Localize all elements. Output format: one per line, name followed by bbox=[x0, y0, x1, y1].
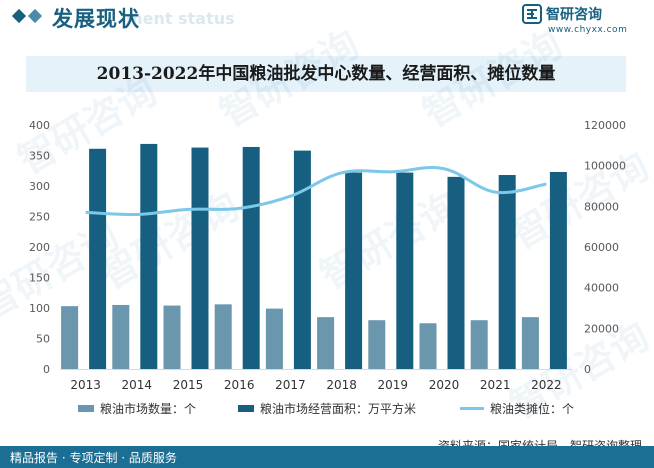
bar-area-2016 bbox=[242, 146, 260, 369]
y-left-tick-label: 150 bbox=[29, 272, 50, 285]
chart-title: 2013-2022年中国粮油批发中心数量、经营面积、摊位数量 bbox=[96, 64, 556, 84]
legend-label: 粮油市场经营面积：万平方米 bbox=[260, 401, 416, 416]
x-tick-label: 2022 bbox=[531, 378, 562, 392]
page-title: 发展现状 bbox=[52, 7, 140, 31]
x-tick-label: 2017 bbox=[275, 378, 306, 392]
legend-swatch bbox=[78, 405, 94, 412]
legend-label: 粮油类摊位：个 bbox=[490, 401, 574, 416]
watermark-text: 智研咨询 bbox=[213, 22, 367, 136]
brand-url: www.chyxx.com bbox=[548, 25, 628, 35]
bar-count-2016 bbox=[214, 304, 232, 369]
brand: 智研咨询 www.chyxx.com bbox=[522, 3, 642, 37]
page-subtitle: ment status bbox=[126, 9, 235, 28]
bar-area-2020 bbox=[447, 176, 465, 369]
bar-count-2014 bbox=[112, 304, 130, 369]
y-right-tick-label: 60000 bbox=[584, 241, 619, 254]
bar-count-2018 bbox=[317, 317, 335, 369]
bar-count-2019 bbox=[368, 320, 386, 369]
watermark-text: 智研咨询 bbox=[503, 144, 654, 258]
y-left-tick-label: 400 bbox=[29, 119, 50, 132]
page-header: ment status 发展现状 智研咨询 www.chyxx.com bbox=[0, 0, 654, 36]
bar-area-2013 bbox=[89, 148, 107, 369]
bar-count-2022 bbox=[521, 317, 539, 369]
x-tick-label: 2014 bbox=[122, 378, 153, 392]
brand-name: 智研咨询 bbox=[546, 7, 602, 23]
y-right-tick-label: 40000 bbox=[584, 282, 619, 295]
footer-bar: 精品报告 · 专项定制 · 品质服务 bbox=[0, 446, 654, 468]
x-tick-label: 2016 bbox=[224, 378, 255, 392]
y-right-tick-label: 80000 bbox=[584, 200, 619, 213]
watermark-text: 智研咨询 bbox=[416, 22, 570, 136]
y-left-tick-label: 250 bbox=[29, 211, 50, 224]
y-left-tick-label: 300 bbox=[29, 180, 50, 193]
chart-title-band: 2013-2022年中国粮油批发中心数量、经营面积、摊位数量 bbox=[26, 56, 626, 92]
bar-area-2019 bbox=[396, 172, 414, 369]
x-tick-label: 2015 bbox=[173, 378, 204, 392]
watermark-text: 智研咨询 bbox=[313, 184, 467, 298]
bar-count-2013 bbox=[61, 306, 79, 369]
footer-slogan: 精品报告 · 专项定制 · 品质服务 bbox=[10, 451, 177, 465]
bar-count-2021 bbox=[470, 320, 488, 369]
y-left-tick-label: 350 bbox=[29, 150, 50, 163]
x-tick-label: 2018 bbox=[326, 378, 357, 392]
x-tick-label: 2013 bbox=[70, 378, 101, 392]
y-right-tick-label: 20000 bbox=[584, 322, 619, 335]
bar-area-2017 bbox=[293, 150, 311, 369]
line-series-stalls bbox=[85, 166, 547, 217]
y-right-tick-label: 0 bbox=[584, 363, 591, 376]
legend-swatch bbox=[238, 405, 254, 412]
brand-logo-icon bbox=[522, 4, 542, 24]
bar-area-2018 bbox=[345, 172, 363, 369]
y-right-tick-label: 120000 bbox=[584, 119, 626, 132]
legend-label: 粮油市场数量：个 bbox=[100, 401, 196, 416]
x-tick-label: 2021 bbox=[480, 378, 511, 392]
y-left-tick-label: 200 bbox=[29, 241, 50, 254]
x-tick-label: 2019 bbox=[378, 378, 409, 392]
y-left-tick-label: 50 bbox=[36, 333, 50, 346]
bar-area-2014 bbox=[140, 143, 158, 369]
bar-area-2015 bbox=[191, 147, 209, 369]
bar-count-2020 bbox=[419, 323, 437, 369]
bar-area-2021 bbox=[498, 175, 516, 369]
bar-count-2017 bbox=[265, 308, 283, 369]
y-left-tick-label: 100 bbox=[29, 302, 50, 315]
bar-count-2015 bbox=[163, 305, 181, 369]
y-right-tick-label: 100000 bbox=[584, 160, 626, 173]
y-left-tick-label: 0 bbox=[43, 363, 50, 376]
bar-area-2022 bbox=[549, 171, 567, 369]
x-tick-label: 2020 bbox=[429, 378, 460, 392]
